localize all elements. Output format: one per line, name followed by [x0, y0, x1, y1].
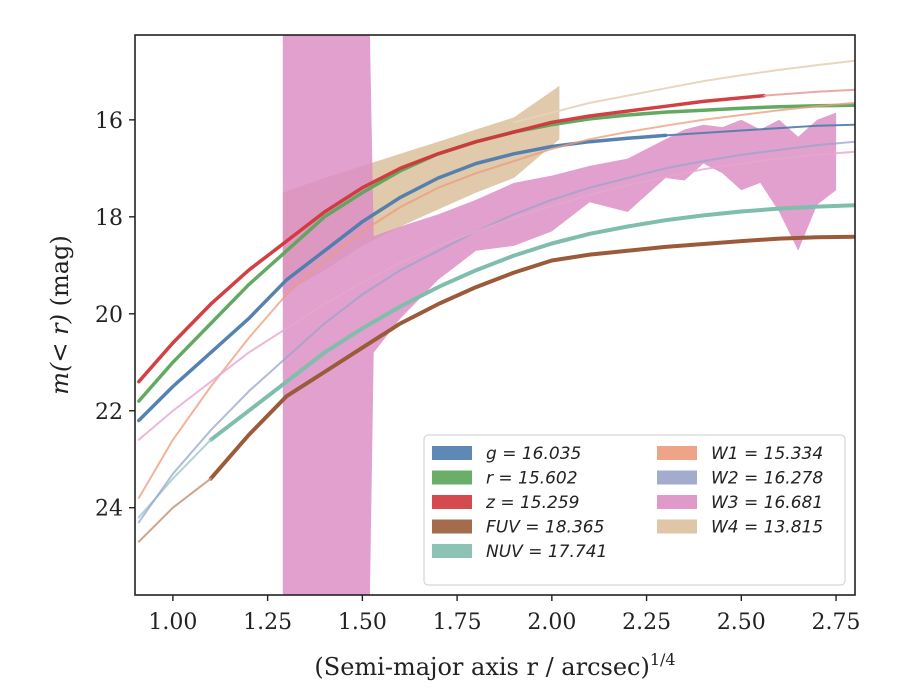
legend-label-w3: W3 = 16.681 — [711, 493, 823, 513]
series-line-fuv-model — [137, 477, 212, 543]
series-line-w4-model — [512, 59, 855, 124]
series-line-w3-model — [137, 150, 855, 441]
legend-swatch-g — [432, 446, 472, 460]
legend-label-w4: W4 = 13.815 — [711, 518, 823, 538]
legend-label-w2: W2 = 16.278 — [711, 469, 823, 489]
legend-label-w1: W1 = 15.334 — [711, 444, 823, 464]
series-line-nuv — [208, 203, 855, 442]
y-tick-label: 16 — [95, 109, 123, 134]
x-tick-label: 1.25 — [243, 610, 292, 635]
legend-box — [423, 434, 846, 586]
legend-label-z: z = 15.259 — [485, 493, 579, 513]
series-line-w2 — [137, 140, 855, 524]
y-tick-label: 22 — [95, 400, 123, 425]
legend-label-r: r = 15.602 — [486, 469, 578, 489]
x-tick-label: 1.75 — [433, 610, 482, 635]
legend-swatch-nuv — [432, 544, 472, 558]
legend-label-g: g = 16.035 — [486, 444, 581, 464]
legend-swatch-w2 — [657, 470, 697, 485]
legend-swatch-z — [432, 495, 472, 509]
legend-swatch-w4 — [657, 519, 697, 534]
lines-layer — [137, 59, 855, 543]
legend-label-nuv: NUV = 17.741 — [486, 542, 607, 562]
band-w3 — [282, 35, 837, 595]
series-line-z-model — [763, 88, 855, 97]
x-tick-label: 2.00 — [527, 610, 576, 635]
x-tick-label: 1.50 — [338, 610, 387, 635]
ticks-layer: 1.00 1.25 1.50 1.75 2.00 2.25 2.50 2.75 16 18 20 22… — [95, 109, 861, 635]
series-line-w1 — [137, 101, 855, 499]
series-line-fuv — [208, 234, 855, 481]
y-axis-title: m(< r) (mag) — [46, 235, 74, 394]
y-tick-label: 20 — [95, 303, 123, 328]
plot-frame — [134, 34, 856, 596]
legend-label-fuv: FUV = 18.365 — [486, 518, 604, 538]
legend-swatch-w3 — [657, 495, 697, 509]
x-tick-label: 2.50 — [717, 610, 766, 635]
x-tick-label: 2.25 — [622, 610, 671, 635]
legend-swatch-fuv — [432, 519, 472, 534]
y-tick-label: 24 — [95, 497, 123, 522]
x-tick-label: 1.00 — [148, 610, 197, 635]
y-tick-label: 18 — [95, 206, 123, 231]
legend-swatch-w1 — [657, 446, 697, 460]
x-tick-label: 2.75 — [812, 610, 861, 635]
series-line-z — [137, 93, 766, 384]
series-line-g-model — [664, 123, 855, 137]
legend-swatch-r — [432, 470, 472, 485]
x-axis-title: (Semi-major axis r / arcsec)1/4 — [314, 650, 675, 681]
legend: g = 16.035 r = 15.602 z = 15.259 FUV = 18.3… — [423, 434, 846, 586]
